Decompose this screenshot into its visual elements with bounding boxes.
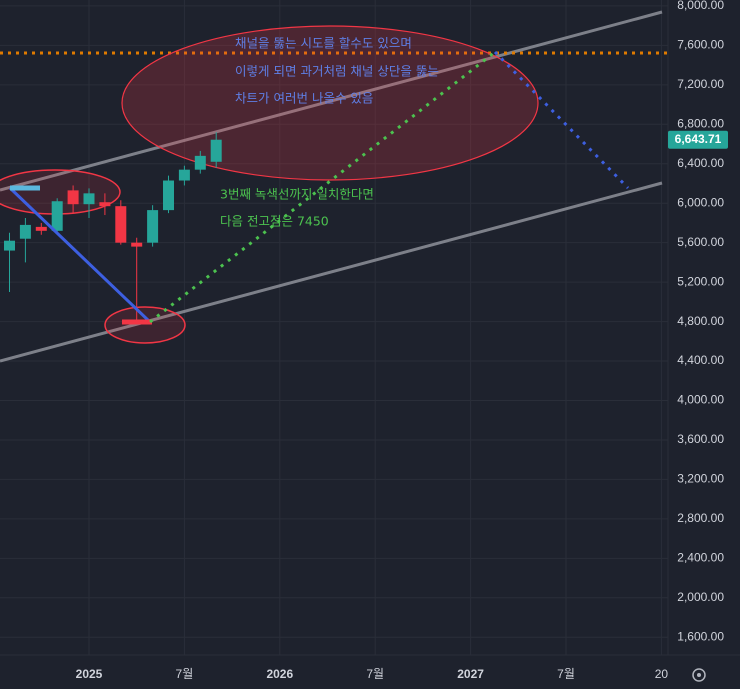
x-tick-label: 2027 (457, 667, 484, 681)
y-tick-label: 7,200.00 (677, 77, 724, 91)
candle-body (51, 201, 63, 231)
x-tick-label: 20 (655, 667, 669, 681)
y-tick-label: 4,800.00 (677, 314, 724, 328)
candle-body (115, 206, 127, 243)
y-tick-label: 6,000.00 (677, 195, 724, 209)
y-tick-label: 6,400.00 (677, 156, 724, 170)
y-tick-label: 7,600.00 (677, 38, 724, 52)
last-price-label: 6,643.71 (675, 132, 722, 146)
y-tick-label: 3,600.00 (677, 432, 724, 446)
y-tick-label: 5,200.00 (677, 274, 724, 288)
annotation: 차트가 여러번 나올수 있음 (235, 91, 373, 106)
candle-body (67, 190, 79, 205)
trend-line (8, 186, 152, 324)
y-tick-label: 2,000.00 (677, 590, 724, 604)
candle-body (194, 155, 206, 170)
highlight-ellipse (104, 306, 186, 344)
annotation: 3번째 녹색선까지 일치한다면 (220, 187, 374, 202)
candle-body (178, 169, 190, 181)
candle-body (99, 202, 111, 207)
y-tick-label: 5,600.00 (677, 235, 724, 249)
y-tick-label: 3,200.00 (677, 472, 724, 486)
candle-body (131, 242, 143, 247)
grid (0, 0, 668, 655)
channel-lower (0, 181, 663, 363)
x-tick-label: 7월 (366, 667, 384, 681)
candle-body (163, 180, 174, 211)
settings-button[interactable] (692, 668, 706, 682)
y-tick-label: 2,800.00 (677, 511, 724, 525)
annotation: 이렇게 되면 과거처럼 채널 상단을 뚫는 (235, 64, 439, 79)
y-tick-label: 8,000.00 (677, 0, 724, 12)
candle-body (4, 240, 15, 251)
candle-body (83, 193, 95, 205)
y-tick-label: 1,600.00 (677, 629, 724, 643)
settings-icon-center (697, 673, 701, 677)
candle-body (35, 226, 47, 231)
x-tick-label: 7월 (176, 667, 194, 681)
x-tick-label: 2025 (76, 667, 103, 681)
settings-icon[interactable] (692, 668, 706, 682)
projection-up (149, 50, 496, 324)
candle-body (19, 224, 31, 239)
annotation: 채널을 뚫는 시도를 할수도 있으며 (235, 36, 412, 51)
channel-upper (0, 10, 663, 192)
highlight-ellipse (121, 25, 539, 181)
x-tick-label: 7월 (557, 667, 575, 681)
last-price-box (668, 130, 728, 149)
annotation: 다음 전고점은 7450 (220, 214, 329, 229)
candle-body (147, 210, 159, 243)
y-tick-label: 2,400.00 (677, 551, 724, 565)
x-tick-label: 2026 (266, 667, 293, 681)
candles (4, 132, 222, 322)
candle-body (210, 139, 222, 162)
axes: 1,600.00 2,000.00 2,400.00 2,800.00 3,200.00… (76, 0, 728, 681)
y-tick-label: 4,400.00 (677, 353, 724, 367)
y-tick-label: 6,800.00 (677, 116, 724, 130)
y-tick-label: 4,000.00 (677, 393, 724, 407)
